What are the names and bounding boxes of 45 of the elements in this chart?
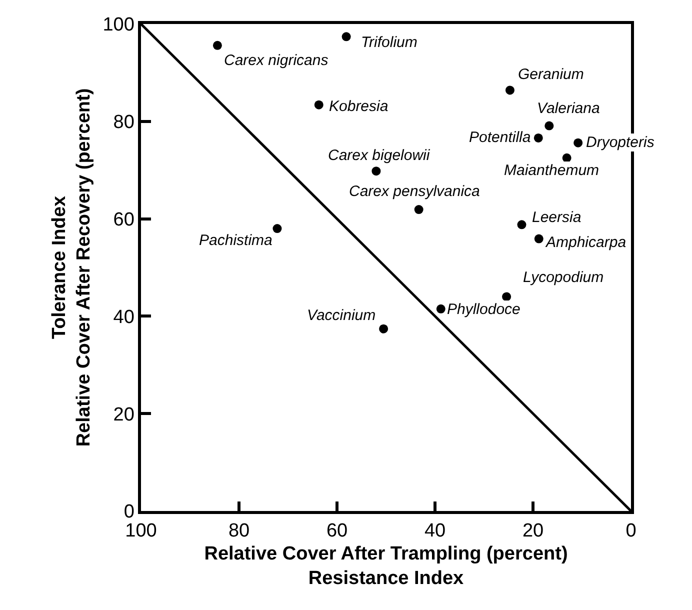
- point: [272, 224, 282, 234]
- annotation: Dryopteris: [586, 134, 655, 151]
- annotation: Pachistima: [199, 232, 272, 249]
- point: [562, 153, 572, 162]
- x-tick-label: 0: [626, 520, 636, 542]
- x-tick-label: 20: [522, 520, 544, 542]
- x-axis-title: Relative Cover After Trampling (percent) Resistance Index: [204, 543, 568, 590]
- annotation: Valeriana: [537, 100, 600, 117]
- point: [534, 234, 544, 244]
- y-tick-label: 0: [124, 502, 134, 523]
- point: [436, 304, 446, 314]
- point: [212, 40, 222, 50]
- point: [544, 121, 554, 130]
- point: [534, 133, 543, 142]
- point: [505, 86, 514, 95]
- x-tick-label: 60: [326, 520, 348, 542]
- annotation: Lycopodium: [523, 269, 604, 286]
- y-axis-title: Tolerance Index Relative Cover After Recovery (percent): [48, 88, 95, 447]
- annotation: Potentilla: [469, 129, 531, 146]
- annotation: Phyllodoce: [447, 301, 520, 318]
- y-tick-label: 100: [102, 14, 134, 36]
- annotation: Geranium: [518, 66, 584, 83]
- annotation: Trifolium: [361, 34, 418, 51]
- annotation: Maianthemum: [504, 162, 600, 179]
- x-tick-label: 80: [228, 520, 250, 542]
- annotation: Leersia: [532, 209, 582, 226]
- annotation: Carex pensylvanica: [349, 183, 480, 200]
- point: [372, 166, 381, 176]
- point: [379, 324, 388, 334]
- annotation: Carex nigricans: [224, 52, 329, 69]
- point: [502, 292, 512, 302]
- annotation: Kobresia: [329, 98, 388, 115]
- point: [517, 220, 526, 230]
- y-tick-label: 60: [113, 209, 134, 230]
- y-tick-label: 80: [113, 112, 134, 134]
- y-tick-label: 20: [113, 404, 134, 426]
- annotation: Amphicarpa: [545, 234, 626, 251]
- point: [342, 32, 351, 42]
- annotation: Vaccinium: [307, 307, 376, 324]
- annotation: Carex bigelowii: [328, 147, 430, 164]
- y-tick-label: 40: [113, 306, 134, 328]
- point: [414, 205, 424, 214]
- point: [314, 100, 324, 110]
- point: [574, 138, 583, 148]
- x-tick-label: 40: [424, 520, 446, 542]
